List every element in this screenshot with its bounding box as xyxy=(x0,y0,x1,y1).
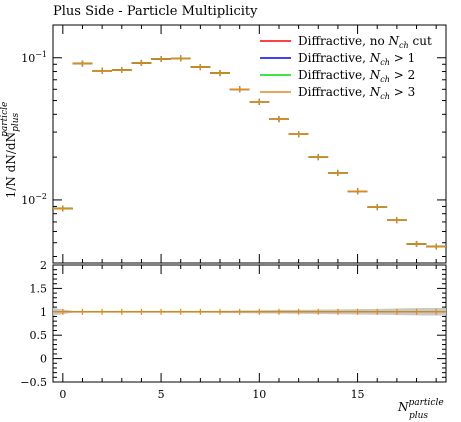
legend-label-main: Diffractive, xyxy=(298,68,370,82)
y-tick-label-exp: −2 xyxy=(35,192,47,201)
ratio-y-tick-label: −0.5 xyxy=(20,376,47,389)
legend-label-tail: > 3 xyxy=(390,85,415,99)
legend-label-var: N xyxy=(369,51,381,65)
x-tick-label: 10 xyxy=(252,388,266,401)
ratio-y-tick-label: 1.5 xyxy=(30,282,48,295)
ratio-y-tick-label: 0 xyxy=(40,353,47,366)
legend-label: Diffractive, no Nch cut xyxy=(298,34,432,50)
page-title: Plus Side - Particle Multiplicity xyxy=(53,4,258,19)
legend-label: Diffractive, Nch > 2 xyxy=(298,68,415,84)
legend-label-tail: > 1 xyxy=(390,51,415,65)
legend-label: Diffractive, Nch > 3 xyxy=(298,85,415,101)
y-tick-label-exp: −1 xyxy=(35,50,47,59)
x-tick-label: 15 xyxy=(351,388,365,401)
x-tick-label: 5 xyxy=(158,388,165,401)
legend-label-sub: ch xyxy=(380,58,390,67)
y-axis-title-sup: particle xyxy=(0,102,10,137)
main-ticks-group: 10−210−1 xyxy=(21,25,446,263)
ratio-plot-frame xyxy=(52,264,447,383)
ratio-y-tick-label: 0.5 xyxy=(30,329,48,342)
x-axis-title: Nparticle plus xyxy=(397,398,444,421)
legend-label-var: N xyxy=(388,34,400,48)
y-axis-title-main: 1/N dN/dN xyxy=(4,132,18,198)
legend-label-sub: ch xyxy=(399,41,409,50)
legend-label-tail: cut xyxy=(409,34,432,48)
y-tick-label: 10−1 xyxy=(21,50,47,65)
legend-label-tail: > 2 xyxy=(390,68,415,82)
main-plot-frame xyxy=(52,24,447,264)
ratio-series-group xyxy=(53,308,446,315)
ratio-ticks-group: −0.5 0 0.5 1 1.5 2 0 5 10 15 xyxy=(20,259,446,401)
legend-label: Diffractive, Nch > 1 xyxy=(298,51,415,67)
ratio-y-tick-label: 2 xyxy=(40,259,47,272)
main-series-group xyxy=(53,55,446,250)
x-tick-label: 0 xyxy=(59,388,66,401)
x-axis-title-main: N xyxy=(397,400,409,414)
x-axis-title-sub: plus xyxy=(409,411,428,421)
y-tick-label-mantissa: 10 xyxy=(21,194,35,207)
y-axis-title: 1/N dN/dNplusparticle xyxy=(0,102,21,199)
ratio-y-tick-label: 1 xyxy=(40,306,47,319)
legend-label-main: Diffractive, no xyxy=(298,34,389,48)
legend-label-sub: ch xyxy=(380,75,390,84)
legend-label-var: N xyxy=(369,68,381,82)
y-axis-title-sub: plus xyxy=(11,112,21,131)
legend-label-main: Diffractive, xyxy=(298,85,370,99)
y-tick-label-mantissa: 10 xyxy=(21,52,35,65)
legend-label-main: Diffractive, xyxy=(298,51,370,65)
legend-label-sub: ch xyxy=(380,92,390,101)
legend-label-var: N xyxy=(369,85,381,99)
x-axis-title-sup: particle xyxy=(409,398,444,408)
y-tick-label: 10−2 xyxy=(21,192,47,207)
